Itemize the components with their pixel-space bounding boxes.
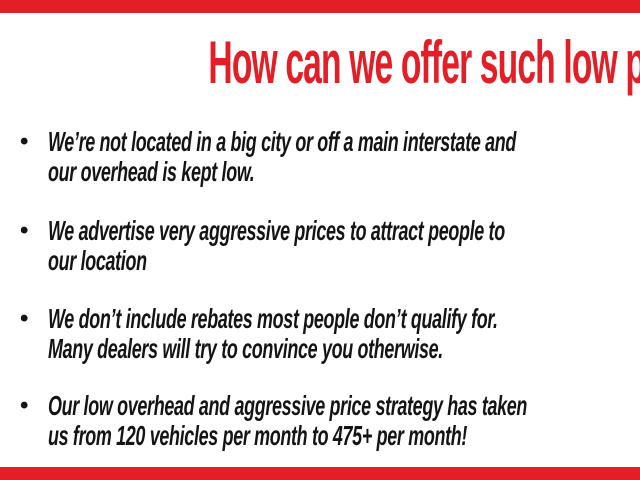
bullet-marker: • — [20, 128, 29, 155]
bullet-item: • We advertise very aggressive prices to… — [20, 216, 640, 276]
top-red-bar — [0, 0, 640, 13]
bullet-marker: • — [20, 217, 29, 244]
bottom-red-bar — [0, 467, 640, 480]
bullet-marker: • — [20, 305, 29, 332]
bullet-text: Our low overhead and aggressive price st… — [48, 390, 528, 451]
bullet-text: We don’t include rebates most people don… — [48, 303, 498, 364]
bullet-text: We’re not located in a big city or off a… — [48, 126, 517, 187]
headline: How can we offer such low prices? — [0, 33, 640, 93]
headline-text: How can we offer such low prices? — [208, 29, 640, 96]
bullet-text: We advertise very aggressive prices to a… — [48, 215, 505, 276]
bullet-item: • We don’t include rebates most people d… — [20, 304, 640, 364]
bullet-item: • Our low overhead and aggressive price … — [20, 391, 640, 451]
bullet-marker: • — [20, 392, 29, 419]
bullet-item: • We’re not located in a big city or off… — [20, 127, 640, 187]
